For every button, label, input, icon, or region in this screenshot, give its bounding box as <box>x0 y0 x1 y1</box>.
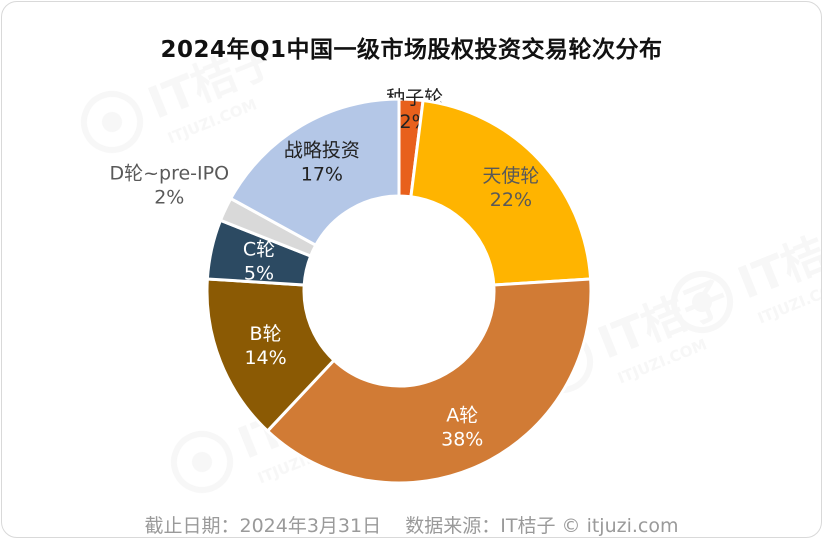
slice-category-label: D轮~pre-IPO <box>109 162 229 184</box>
slice-value-label: 38% <box>441 428 483 450</box>
donut-slice <box>228 97 401 248</box>
donut-slice <box>265 277 593 485</box>
slice-category-label: A轮 <box>446 404 478 426</box>
slice-value-label: 22% <box>490 189 532 211</box>
chart-footer: 截止日期：2024年3月31日 数据来源：IT桔子 © itjuzi.com <box>2 511 821 537</box>
slice-value-label: 5% <box>244 263 274 285</box>
slice-category-label: C轮 <box>243 239 275 261</box>
slice-category-label: B轮 <box>250 323 282 345</box>
slice-category-label: 战略投资 <box>284 140 360 162</box>
donut-slice <box>409 98 593 287</box>
slice-value-label: 2% <box>154 186 184 208</box>
slice-category-label: 天使轮 <box>482 165 539 187</box>
chart-title: 2024年Q1中国一级市场股权投资交易轮次分布 <box>160 37 663 63</box>
footer-date: 截止日期：2024年3月31日 <box>144 515 382 537</box>
slice-value-label: 17% <box>301 164 343 186</box>
slice-value-label: 14% <box>244 347 286 369</box>
footer-source: 数据来源：IT桔子 © itjuzi.com <box>405 515 679 537</box>
